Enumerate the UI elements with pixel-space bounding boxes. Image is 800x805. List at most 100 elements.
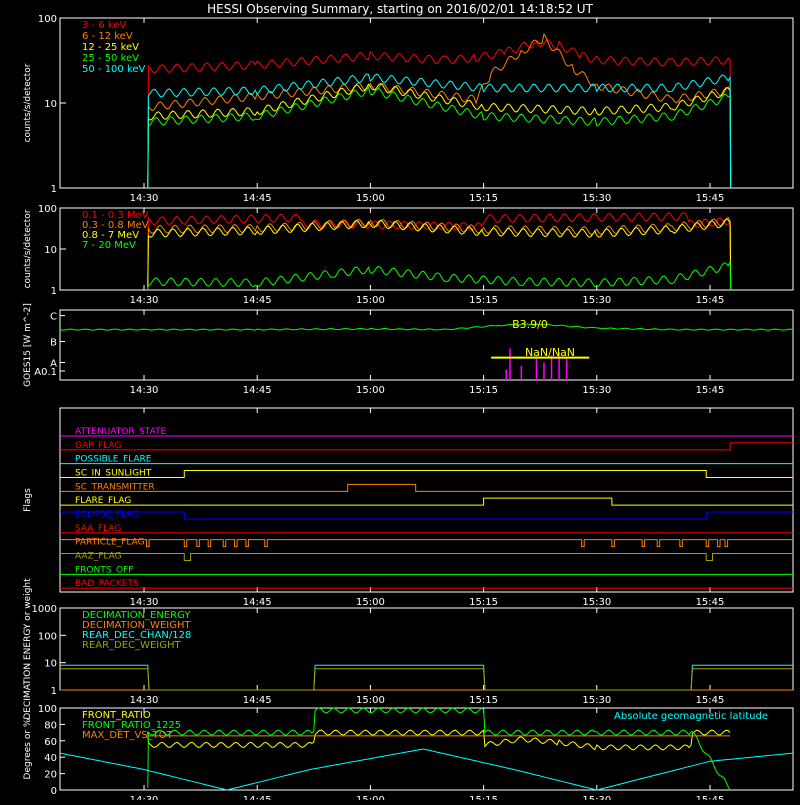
panel2-xtick-label: 15:15 bbox=[469, 295, 498, 306]
panel5-series-3 bbox=[60, 668, 793, 691]
panel1-xtick-label: 15:00 bbox=[356, 193, 385, 204]
panel3-xtick-label: 15:15 bbox=[469, 385, 498, 396]
panel5-ytick-label: 1000 bbox=[32, 604, 57, 615]
panel4-flag-label-2: POSSIBLE_FLARE bbox=[75, 455, 152, 465]
panel3-xtick-label: 14:30 bbox=[130, 385, 159, 396]
panel6-series-1 bbox=[147, 707, 731, 791]
panel5-legend-1: DECIMATION_WEIGHT bbox=[82, 620, 191, 631]
panel4-flag-label-3: SC_IN_SUNLIGHT bbox=[75, 469, 152, 479]
panel1-ytick-label: 10 bbox=[44, 99, 57, 110]
panel4-xtick-label: 14:30 bbox=[130, 597, 159, 608]
panel5-xtick-label: 15:00 bbox=[356, 695, 385, 706]
panel2-xtick-label: 14:30 bbox=[130, 295, 159, 306]
panel4-flag-line-4 bbox=[60, 483, 793, 492]
panel5-ytick-label: 1 bbox=[51, 686, 57, 697]
panel6-xtick-label: 14:45 bbox=[243, 795, 272, 800]
panel4-flag-label-8: PARTICLE_FLAG bbox=[75, 538, 145, 548]
panel2-xtick-label: 15:45 bbox=[696, 295, 725, 306]
panel5-legend-2: REAR_DEC_CHAN/128 bbox=[82, 630, 191, 641]
panel6-ytick-label: 0 bbox=[51, 786, 57, 797]
panel1-xtick-label: 15:30 bbox=[582, 193, 611, 204]
panel3-annotation-goes: B3.9/0 bbox=[512, 318, 548, 331]
panel5-ytick-label: 10 bbox=[44, 659, 57, 670]
panel4-xtick-label: 15:45 bbox=[696, 597, 725, 608]
figure-title: HESSI Observing Summary, starting on 201… bbox=[207, 2, 593, 16]
panel4-flag-line-6 bbox=[60, 511, 793, 520]
panel5-xtick-label: 14:30 bbox=[130, 695, 159, 706]
panel3-xtick-label: 15:00 bbox=[356, 385, 385, 396]
panel1-xtick-label: 14:45 bbox=[243, 193, 272, 204]
panel1-xtick-label: 15:15 bbox=[469, 193, 498, 204]
panel4-xtick-label: 15:30 bbox=[582, 597, 611, 608]
panel1-ytick-label: 1 bbox=[51, 184, 57, 195]
panel3-xtick-label: 15:30 bbox=[582, 385, 611, 396]
panel4-xtick-label: 14:45 bbox=[243, 597, 272, 608]
panel3-ytick-label: A0.1 bbox=[34, 367, 57, 378]
panel3-ytick-label: C bbox=[50, 312, 57, 323]
panel1-legend-4: 50 - 100 keV bbox=[82, 64, 146, 75]
panel4-flag-label-4: SC_TRANSMITTER bbox=[75, 482, 155, 492]
panel6-xtick-label: 15:00 bbox=[356, 795, 385, 800]
panel5-xtick-label: 15:45 bbox=[696, 695, 725, 706]
panel2-ytick-label: 10 bbox=[44, 245, 57, 256]
panel3-ytick-label: B bbox=[50, 338, 57, 349]
panel1-series-0 bbox=[147, 39, 732, 189]
panel5-xtick-label: 15:15 bbox=[469, 695, 498, 706]
panel4-flag-label-0: ATTENUATOR_STATE bbox=[75, 427, 167, 437]
panel2-ytick-label: 1 bbox=[51, 286, 57, 297]
panel1-series-2 bbox=[147, 83, 732, 189]
panel3-ytick-label: A bbox=[50, 359, 57, 370]
panel6-series-3 bbox=[59, 748, 794, 791]
panel2-series-3 bbox=[147, 261, 732, 291]
panel4-flag-label-5: FLARE_FLAG bbox=[75, 496, 131, 506]
panel4-flag-line-8 bbox=[60, 539, 793, 548]
panel1-ylabel: counts/s/detector bbox=[23, 63, 33, 142]
panel2-xtick-label: 15:00 bbox=[356, 295, 385, 306]
panel6-ytick-label: 100 bbox=[38, 704, 57, 715]
panel5-legend-0: DECIMATION_ENERGY bbox=[82, 610, 191, 621]
panel6-legend-1: FRONT_RATIO_1225 bbox=[82, 720, 181, 731]
panel2-legend-2: 0.8 - 7 MeV bbox=[82, 230, 139, 241]
panel6-ytick-label: 40 bbox=[44, 753, 57, 764]
panel4-flag-line-5 bbox=[60, 497, 793, 506]
panel4-flag-label-10: FRONTS_OFF bbox=[75, 565, 133, 575]
panel3-xtick-label: 15:45 bbox=[696, 385, 725, 396]
panel3-series-0 bbox=[59, 323, 794, 331]
panel1-series-3 bbox=[147, 86, 732, 189]
panel4-frame bbox=[59, 407, 794, 593]
panel3-annotation-nan: NaN/NaN bbox=[525, 346, 575, 359]
panel2-xtick-label: 15:30 bbox=[582, 295, 611, 306]
panel4-flag-line-9 bbox=[60, 553, 793, 561]
panel6-xtick-label: 15:15 bbox=[469, 795, 498, 800]
panel4-flag-line-1 bbox=[60, 442, 793, 451]
panel1-legend-1: 6 - 12 keV bbox=[82, 31, 133, 42]
panel4-flag-label-6: ECLIPSE_FLAG bbox=[75, 510, 139, 520]
panel6-legend-2: MAX_DET_VS_TOT bbox=[82, 730, 174, 741]
panel5-ylabel: DECIMATION ENERGY or weight bbox=[23, 578, 33, 720]
panel4-ylabel: Flags bbox=[23, 488, 33, 512]
panel6-series-0 bbox=[147, 729, 731, 751]
panel4-flag-label-7: SAA_FLAG bbox=[75, 524, 121, 534]
panel4-xtick-label: 15:00 bbox=[356, 597, 385, 608]
panel4-flag-label-1: GAP_FLAG bbox=[75, 441, 121, 451]
panel2-series-0 bbox=[147, 212, 732, 291]
panel6-ytick-label: 60 bbox=[44, 737, 57, 748]
panel1-legend-2: 12 - 25 keV bbox=[82, 42, 139, 53]
panel2-ylabel: counts/s/detector bbox=[23, 209, 33, 288]
panel6-xtick-label: 15:45 bbox=[696, 795, 725, 800]
panel6-xtick-label: 14:30 bbox=[130, 795, 159, 800]
panel1-ytick-label: 100 bbox=[38, 14, 57, 25]
panel4-flag-line-3 bbox=[60, 470, 793, 478]
panel3-xtick-label: 14:45 bbox=[243, 385, 272, 396]
panel6-ylabel: Degrees or % bbox=[23, 718, 33, 779]
panel2-legend-3: 7 - 20 MeV bbox=[82, 240, 136, 251]
panel5-ytick-label: 100 bbox=[38, 631, 57, 642]
panel6-ytick-label: 20 bbox=[44, 770, 57, 781]
panel2-series-2 bbox=[147, 218, 732, 291]
panel2-legend-1: 0.3 - 0.8 MeV bbox=[82, 220, 149, 231]
panel6-legend-3: Absolute geomagnetic latitude bbox=[614, 711, 768, 722]
panel2-legend-0: 0.1 - 0.3 MeV bbox=[82, 210, 149, 221]
panel4-flag-label-11: BAD_PACKETS bbox=[75, 579, 139, 589]
